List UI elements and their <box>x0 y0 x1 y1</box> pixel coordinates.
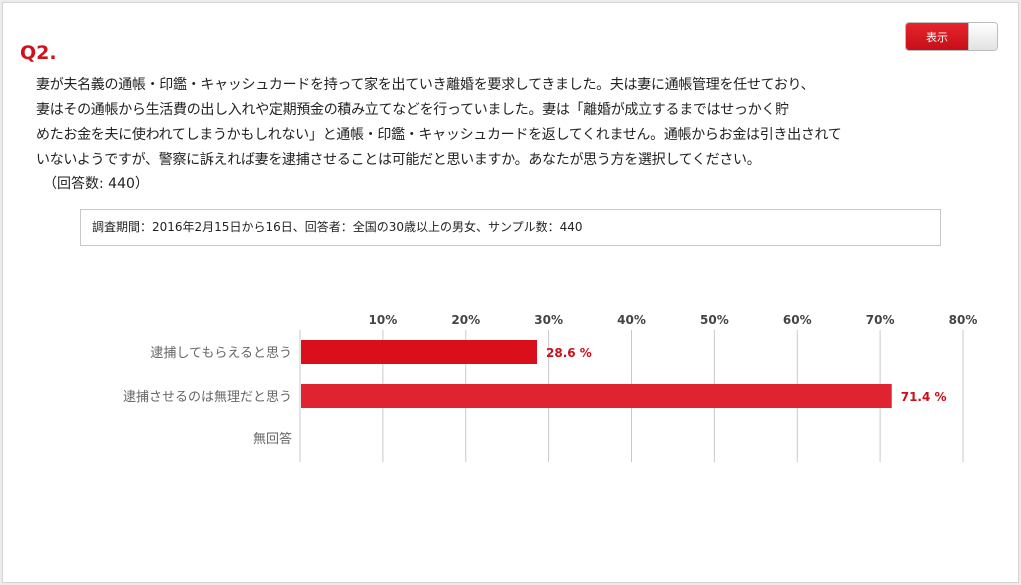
bar <box>301 384 892 408</box>
question-number: Q2. <box>20 42 57 64</box>
question-line: 妻が夫名義の通帳・印鑑・キャッシュカードを持って家を出ていき離婚を要求してきまし… <box>36 77 815 93</box>
tick-label: 30% <box>534 313 563 327</box>
tick-label: 70% <box>866 313 895 327</box>
toggle-knob[interactable] <box>968 23 997 50</box>
category-label: 無回答 <box>253 431 292 447</box>
tick-label: 10% <box>369 313 398 327</box>
tick-label: 50% <box>700 313 729 327</box>
answers-count: （回答数: 440） <box>43 176 149 192</box>
tick-label: 40% <box>617 313 646 327</box>
tick-label: 60% <box>783 313 812 327</box>
tick-label: 80% <box>949 313 978 327</box>
question-line: 妻はその通帳から生活費の出し入れや定期預金の積み立てなどを行っていました。妻は「… <box>36 102 789 118</box>
survey-info-box: 調査期間：2016年2月15日から16日、回答者：全国の30歳以上の男女、サンプ… <box>80 209 941 246</box>
toggle-label: 表示 <box>906 23 968 50</box>
value-label: 28.6 % <box>546 346 592 360</box>
display-toggle[interactable]: 表示 <box>905 22 998 51</box>
value-label: 71.4 % <box>901 390 947 404</box>
bar <box>301 340 538 364</box>
question-text: 妻が夫名義の通帳・印鑑・キャッシュカードを持って家を出ていき離婚を要求してきまし… <box>36 73 886 173</box>
category-label: 逮捕させるのは無理だと思う <box>123 389 292 405</box>
category-label: 逮捕してもらえると思う <box>150 345 292 361</box>
tick-label: 20% <box>451 313 480 327</box>
question-line: いないようですが、警察に訴えれば妻を逮捕させることは可能だと思いますか。あなたが… <box>36 152 761 168</box>
question-line: めたお金を夫に使われてしまうかもしれない」と通帳・印鑑・キャッシュカードを返して… <box>36 127 842 143</box>
